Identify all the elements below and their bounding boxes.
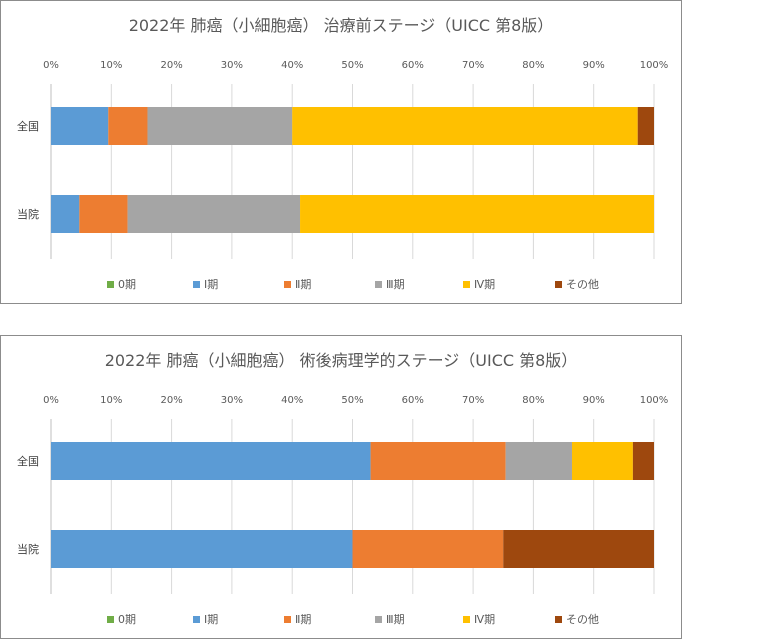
legend-swatch: [284, 280, 291, 288]
bar-segment: [51, 107, 109, 145]
legend-label: Ⅲ期: [386, 613, 405, 626]
legend-item: Ⅱ期: [284, 611, 311, 627]
bar-segment: [108, 107, 148, 145]
bar-segment: [51, 195, 80, 233]
legend-label: Ⅰ期: [204, 613, 219, 626]
x-tick-label: 90%: [583, 60, 605, 71]
legend-label: 0期: [118, 613, 136, 626]
bar-segment: [505, 442, 572, 480]
chart-title: 2022年 肺癌（小細胞癌） 治療前ステージ（UICC 第8版）: [128, 16, 554, 35]
legend-label: 0期: [118, 278, 136, 291]
legend-swatch: [107, 280, 114, 288]
legend-label: Ⅱ期: [295, 613, 312, 626]
legend-swatch: [284, 615, 291, 623]
bar-segment: [79, 195, 128, 233]
x-tick-label: 0%: [43, 395, 59, 406]
bar-segment: [292, 107, 638, 145]
x-tick-label: 100%: [640, 395, 669, 406]
legend-swatch: [375, 280, 382, 288]
legend-item: Ⅳ期: [463, 276, 495, 292]
x-tick-label: 80%: [522, 395, 544, 406]
category-label: 全国: [17, 454, 39, 468]
category-label: 全国: [17, 119, 39, 133]
legend-swatch: [463, 280, 470, 288]
chart-title: 2022年 肺癌（小細胞癌） 術後病理学的ステージ（UICC 第8版）: [104, 351, 578, 370]
legend-label: Ⅱ期: [295, 278, 312, 291]
legend-swatch: [463, 615, 470, 623]
x-tick-label: 90%: [583, 395, 605, 406]
legend-swatch: [375, 615, 382, 623]
legend-item: その他: [555, 611, 599, 627]
x-tick-label: 0%: [43, 60, 59, 71]
legend-item: Ⅳ期: [463, 611, 495, 627]
chart-legend: 0期 Ⅰ期 Ⅱ期 Ⅲ期 Ⅳ期 その他: [1, 611, 681, 627]
legend-item: Ⅲ期: [375, 611, 405, 627]
x-tick-label: 30%: [221, 395, 243, 406]
legend-item: 0期: [107, 276, 136, 292]
legend-label: その他: [566, 278, 599, 291]
x-tick-label: 40%: [281, 60, 303, 71]
bar-segment: [370, 442, 506, 480]
legend-swatch: [555, 615, 562, 623]
category-label: 当院: [17, 542, 39, 556]
x-tick-label: 10%: [100, 60, 122, 71]
x-tick-label: 20%: [160, 60, 182, 71]
bar-segment: [503, 530, 654, 568]
x-tick-label: 60%: [402, 60, 424, 71]
bar-segment: [51, 442, 371, 480]
bar-segment: [632, 442, 654, 480]
x-tick-label: 50%: [341, 395, 363, 406]
x-tick-label: 80%: [522, 60, 544, 71]
legend-swatch: [107, 615, 114, 623]
legend-swatch: [555, 280, 562, 288]
x-tick-label: 50%: [341, 60, 363, 71]
legend-swatch: [193, 615, 200, 623]
chart-panel-pretreatment: 2022年 肺癌（小細胞癌） 治療前ステージ（UICC 第8版） 0% 10% 20…: [0, 0, 682, 304]
x-tick-label: 10%: [100, 395, 122, 406]
legend-item: Ⅱ期: [284, 276, 311, 292]
x-tick-label: 40%: [281, 395, 303, 406]
x-tick-label: 20%: [160, 395, 182, 406]
x-tick-label: 60%: [402, 395, 424, 406]
legend-label: Ⅳ期: [474, 278, 496, 291]
x-tick-label: 70%: [462, 395, 484, 406]
legend-item: Ⅰ期: [193, 276, 218, 292]
chart-panel-postoperative: 2022年 肺癌（小細胞癌） 術後病理学的ステージ（UICC 第8版） 0% 10…: [0, 335, 682, 639]
legend-item: Ⅲ期: [375, 276, 405, 292]
category-label: 当院: [17, 207, 39, 221]
legend-swatch: [193, 280, 200, 288]
x-tick-label: 100%: [640, 60, 669, 71]
x-tick-label: 30%: [221, 60, 243, 71]
bar-segment: [352, 530, 504, 568]
legend-label: Ⅲ期: [386, 278, 405, 291]
bar-segment: [51, 530, 353, 568]
legend-item: その他: [555, 276, 599, 292]
legend-label: Ⅰ期: [204, 278, 219, 291]
bar-segment: [637, 107, 654, 145]
bar-segment: [147, 107, 293, 145]
bar-segment: [300, 195, 654, 233]
legend-item: Ⅰ期: [193, 611, 218, 627]
legend-label: その他: [566, 613, 599, 626]
bar-segment: [571, 442, 633, 480]
legend-item: 0期: [107, 611, 136, 627]
bar-segment: [127, 195, 301, 233]
legend-label: Ⅳ期: [474, 613, 496, 626]
chart-legend: 0期 Ⅰ期 Ⅱ期 Ⅲ期 Ⅳ期 その他: [1, 276, 681, 292]
x-tick-label: 70%: [462, 60, 484, 71]
